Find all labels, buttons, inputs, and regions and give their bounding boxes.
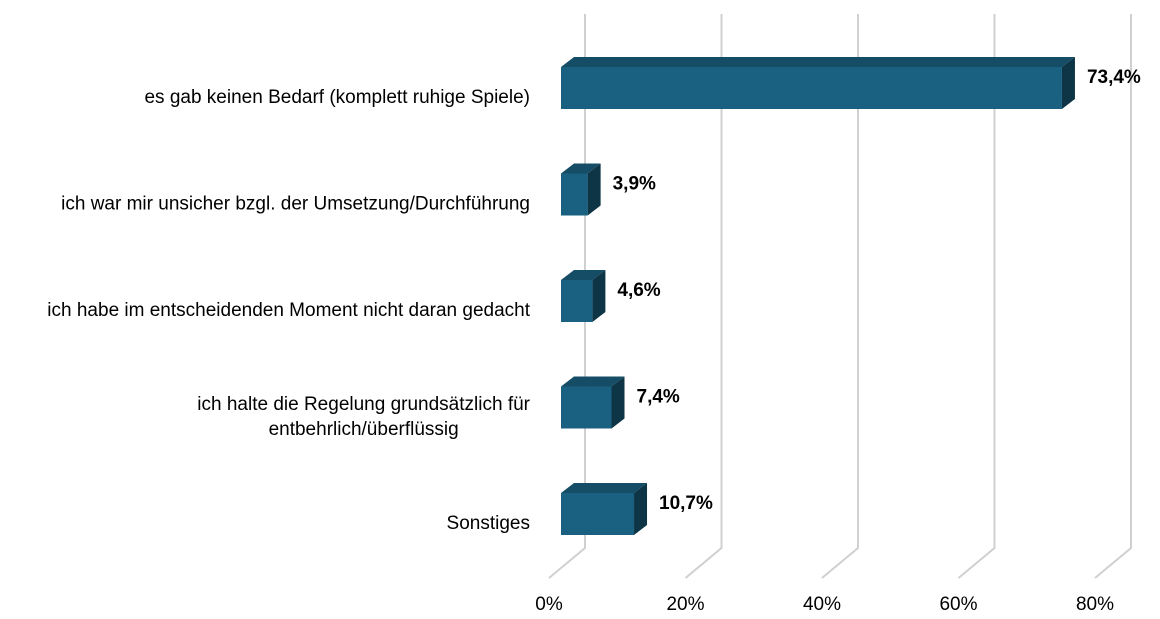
value-label: 4,6% [617, 280, 660, 301]
bar-side [611, 376, 625, 429]
label-line: ich halte die Regelung grundsätzlich für [197, 394, 530, 415]
x-tick-label: 60% [939, 594, 977, 614]
x-tick-label: 0% [535, 594, 563, 614]
y-tick-label: es gab keinen Bedarf (komplett ruhige Sp… [144, 87, 530, 108]
value-label: 7,4% [637, 387, 680, 408]
bar-top [561, 483, 648, 493]
bar-side [1061, 57, 1075, 109]
bar-top [561, 376, 625, 387]
bar [561, 376, 625, 429]
bar-front [561, 67, 1062, 109]
bar-front [561, 280, 593, 322]
bar [561, 483, 648, 535]
grid-line [684, 14, 723, 579]
value-label: 3,9% [613, 174, 656, 195]
x-tick-label: 40% [803, 594, 841, 614]
bar [561, 57, 1075, 109]
y-tick-label: Sonstiges [447, 513, 530, 534]
bar-front [561, 173, 588, 216]
bar [561, 270, 606, 322]
bar-top [561, 57, 1075, 67]
value-label: 73,4% [1087, 67, 1141, 88]
bar-front [561, 493, 635, 535]
grid-line [821, 14, 859, 579]
x-tick-label: 20% [666, 594, 704, 614]
bar-top [561, 163, 601, 174]
grid-line [957, 14, 996, 579]
bar-side [587, 163, 601, 216]
value-label: 10,7% [659, 493, 713, 514]
y-tick-label: ich war mir unsicher bzgl. der Umsetzung… [61, 194, 530, 215]
bar [561, 163, 601, 216]
bar-side [592, 270, 606, 322]
y-tick-label: ich habe im entscheidenden Moment nicht … [47, 300, 530, 321]
bar-top [561, 270, 606, 280]
bar-side [634, 483, 648, 535]
grid-line [1094, 14, 1132, 579]
x-tick-label: 80% [1076, 594, 1114, 614]
label-line: entbehrlich/überflüssig [269, 419, 459, 440]
bar-front [561, 386, 612, 429]
y-tick-label: ich halte die Regelung grundsätzlich für… [197, 394, 530, 440]
